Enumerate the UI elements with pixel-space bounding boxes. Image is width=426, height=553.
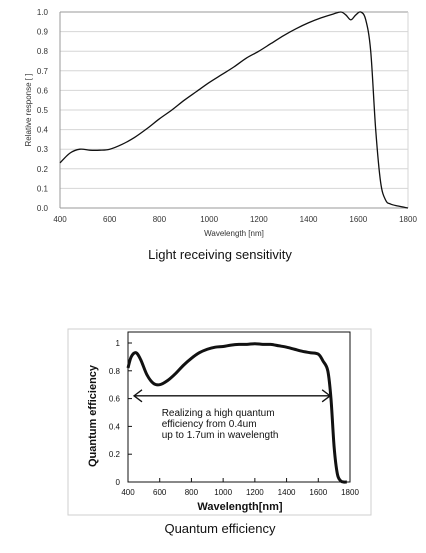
quantum-efficiency-y-axis-label: Quantum efficiency (87, 364, 99, 467)
sensitivity-x-tick-label: 1400 (300, 215, 318, 224)
sensitivity-y-tick-label: 0.1 (37, 184, 49, 193)
arrow-head-left (132, 389, 143, 403)
quantum-efficiency-x-tick-label: 1600 (309, 488, 327, 497)
sensitivity-y-tick-label: 0.4 (37, 126, 49, 135)
quantum-efficiency-x-tick-label: 400 (121, 488, 135, 497)
quantum-efficiency-y-tick-label: 0.6 (109, 395, 121, 404)
sensitivity-y-tick-labels: 0.0 0.1 0.2 0.3 0.4 0.5 0.6 0.7 0.8 0.9 1.0 (37, 8, 49, 213)
quantum-efficiency-y-tick-label: 0.4 (109, 422, 121, 431)
sensitivity-y-axis-label: Relative response [ ] (24, 74, 33, 147)
quantum-efficiency-x-tick-label: 800 (185, 488, 199, 497)
sensitivity-x-tick-label: 600 (103, 215, 117, 224)
quantum-efficiency-y-tick-label: 0.8 (109, 367, 121, 376)
sensitivity-chart: 0.0 0.1 0.2 0.3 0.4 0.5 0.6 0.7 0.8 0.9 1.0 400 600… (24, 8, 417, 262)
quantum-efficiency-x-tick-label: 1400 (278, 488, 296, 497)
quantum-efficiency-y-tick-labels: 0 0.2 0.4 0.6 0.8 1 (109, 339, 132, 487)
sensitivity-y-tick-label: 0.6 (37, 86, 49, 95)
sensitivity-x-tick-label: 1200 (250, 215, 268, 224)
sensitivity-y-tick-label: 1.0 (37, 8, 49, 17)
sensitivity-curve (59, 11, 409, 209)
sensitivity-y-tick-label: 0.0 (37, 204, 49, 213)
quantum-efficiency-x-tick-label: 600 (153, 488, 167, 497)
sensitivity-y-tick-label: 0.3 (37, 145, 49, 154)
sensitivity-y-tick-label: 0.2 (37, 165, 49, 174)
sensitivity-x-tick-label: 400 (53, 215, 67, 224)
annotation-line: efficiency from 0.4um (162, 419, 257, 430)
quantum-efficiency-chart-title: Quantum efficiency (164, 521, 276, 536)
quantum-efficiency-x-tick-label: 1000 (214, 488, 232, 497)
sensitivity-y-tick-label: 0.7 (37, 67, 49, 76)
quantum-efficiency-x-tick-label: 1800 (341, 488, 359, 497)
quantum-efficiency-y-tick-label: 0 (116, 478, 121, 487)
quantum-efficiency-frame (67, 328, 372, 516)
annotation-line: Realizing a high quantum (162, 408, 275, 419)
quantum-efficiency-chart: 0 0.2 0.4 0.6 0.8 1 400 600 800 1000 1200 1400 1600… (67, 328, 372, 536)
quantum-efficiency-y-tick-label: 0.2 (109, 450, 121, 459)
annotation-line: up to 1.7um in wavelength (162, 430, 279, 441)
wavelength-range-arrow (132, 389, 332, 403)
sensitivity-x-axis-label: Wavelength [nm] (204, 229, 264, 238)
arrow-head-right (321, 389, 332, 403)
quantum-efficiency-plot-area (127, 331, 351, 483)
sensitivity-x-tick-label: 1000 (200, 215, 218, 224)
sensitivity-x-tick-labels: 400 600 800 1000 1200 1400 1600 1800 (53, 215, 417, 224)
sensitivity-x-tick-label: 1600 (349, 215, 367, 224)
sensitivity-gridlines (59, 11, 409, 209)
sensitivity-x-tick-label: 800 (153, 215, 167, 224)
quantum-efficiency-x-tick-labels: 400 600 800 1000 1200 1400 1600 1800 (121, 478, 359, 497)
quantum-efficiency-curve (126, 342, 347, 484)
sensitivity-x-tick-label: 1800 (399, 215, 417, 224)
quantum-efficiency-x-axis-label: Wavelength[nm] (197, 501, 282, 513)
sensitivity-y-tick-label: 0.9 (37, 28, 49, 37)
sensitivity-y-tick-label: 0.5 (37, 106, 49, 115)
quantum-efficiency-y-tick-label: 1 (116, 339, 121, 348)
sensitivity-y-tick-label: 0.8 (37, 47, 49, 56)
sensitivity-chart-title: Light receiving sensitivity (148, 247, 292, 262)
quantum-efficiency-x-tick-label: 1200 (246, 488, 264, 497)
